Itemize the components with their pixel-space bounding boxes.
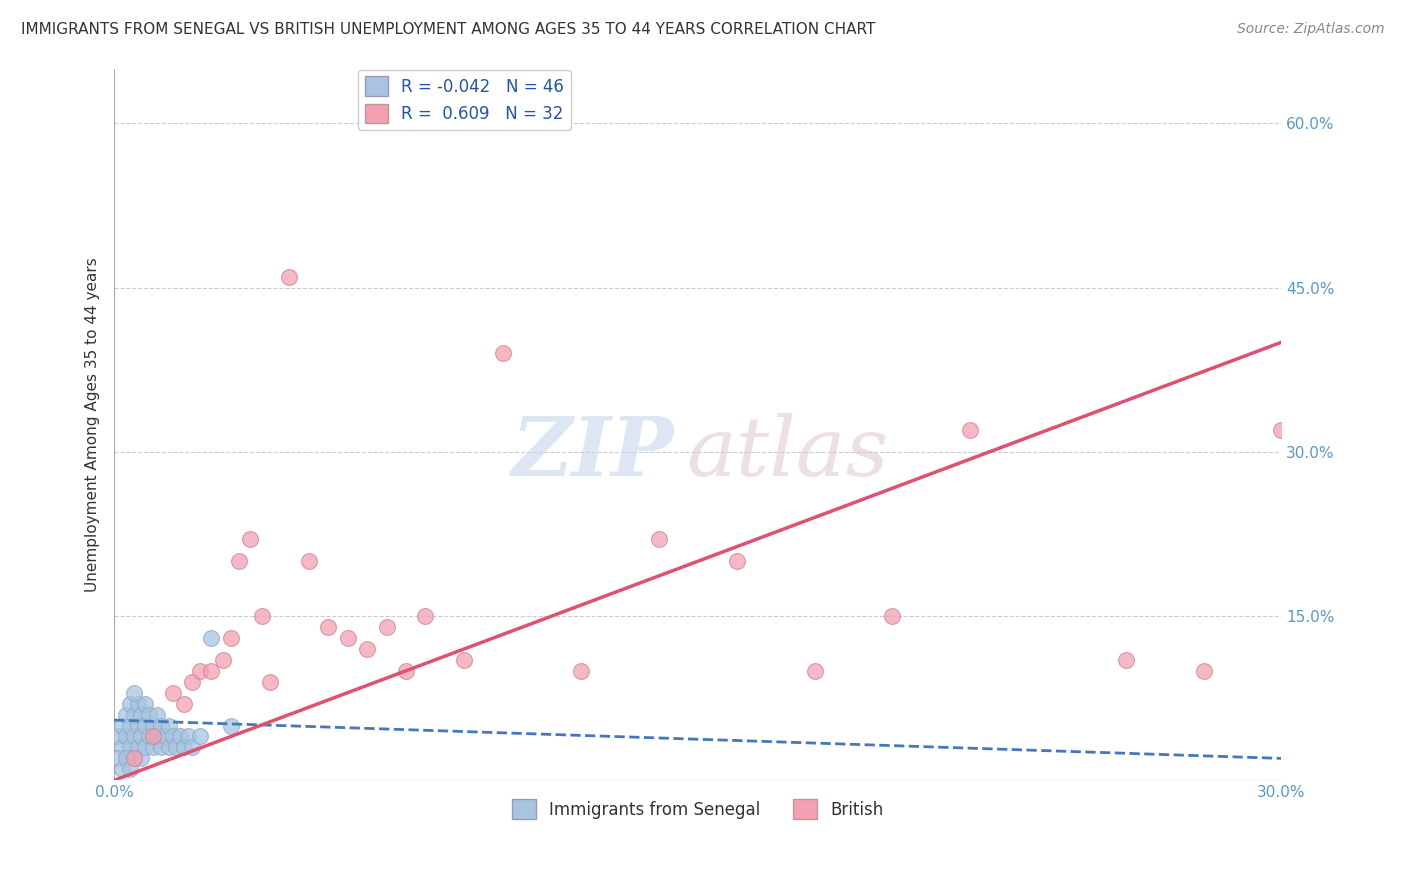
- Point: [127, 718, 149, 732]
- Point: [200, 664, 222, 678]
- Point: [146, 730, 169, 744]
- Point: [200, 631, 222, 645]
- Point: [316, 620, 339, 634]
- Point: [127, 740, 149, 755]
- Point: [111, 718, 134, 732]
- Point: [134, 697, 156, 711]
- Point: [142, 740, 165, 755]
- Point: [157, 740, 180, 755]
- Point: [356, 641, 378, 656]
- Point: [336, 631, 359, 645]
- Point: [181, 740, 204, 755]
- Point: [415, 609, 437, 624]
- Point: [298, 554, 321, 568]
- Point: [122, 686, 145, 700]
- Point: [111, 740, 134, 755]
- Text: IMMIGRANTS FROM SENEGAL VS BRITISH UNEMPLOYMENT AMONG AGES 35 TO 44 YEARS CORREL: IMMIGRANTS FROM SENEGAL VS BRITISH UNEMP…: [21, 22, 876, 37]
- Point: [492, 346, 515, 360]
- Point: [131, 707, 153, 722]
- Point: [882, 609, 904, 624]
- Point: [122, 707, 145, 722]
- Point: [212, 653, 235, 667]
- Point: [1270, 423, 1292, 437]
- Point: [122, 730, 145, 744]
- Point: [725, 554, 748, 568]
- Text: atlas: atlas: [686, 413, 889, 493]
- Point: [122, 751, 145, 765]
- Point: [111, 762, 134, 776]
- Point: [375, 620, 398, 634]
- Point: [188, 730, 211, 744]
- Y-axis label: Unemployment Among Ages 35 to 44 years: Unemployment Among Ages 35 to 44 years: [86, 257, 100, 591]
- Point: [118, 697, 141, 711]
- Point: [453, 653, 475, 667]
- Point: [173, 697, 195, 711]
- Legend: Immigrants from Senegal, British: Immigrants from Senegal, British: [506, 793, 890, 825]
- Point: [395, 664, 418, 678]
- Point: [165, 740, 187, 755]
- Point: [1115, 653, 1137, 667]
- Point: [146, 707, 169, 722]
- Point: [259, 674, 281, 689]
- Point: [142, 730, 165, 744]
- Point: [142, 718, 165, 732]
- Point: [250, 609, 273, 624]
- Point: [138, 730, 160, 744]
- Point: [1192, 664, 1215, 678]
- Point: [118, 718, 141, 732]
- Point: [131, 730, 153, 744]
- Point: [122, 751, 145, 765]
- Point: [115, 730, 138, 744]
- Point: [219, 718, 242, 732]
- Point: [149, 740, 172, 755]
- Point: [239, 533, 262, 547]
- Point: [118, 762, 141, 776]
- Point: [959, 423, 981, 437]
- Point: [278, 269, 301, 284]
- Point: [162, 730, 184, 744]
- Point: [149, 718, 172, 732]
- Point: [181, 674, 204, 689]
- Point: [569, 664, 592, 678]
- Point: [157, 718, 180, 732]
- Point: [803, 664, 825, 678]
- Text: ZIP: ZIP: [512, 413, 675, 493]
- Point: [169, 730, 191, 744]
- Point: [188, 664, 211, 678]
- Point: [134, 718, 156, 732]
- Text: Source: ZipAtlas.com: Source: ZipAtlas.com: [1237, 22, 1385, 37]
- Point: [107, 751, 129, 765]
- Point: [134, 740, 156, 755]
- Point: [131, 751, 153, 765]
- Point: [228, 554, 250, 568]
- Point: [648, 533, 671, 547]
- Point: [173, 740, 195, 755]
- Point: [127, 697, 149, 711]
- Point: [115, 751, 138, 765]
- Point: [107, 730, 129, 744]
- Point: [177, 730, 200, 744]
- Point: [219, 631, 242, 645]
- Point: [115, 707, 138, 722]
- Point: [118, 740, 141, 755]
- Point: [162, 686, 184, 700]
- Point: [115, 751, 138, 765]
- Point: [138, 707, 160, 722]
- Point: [153, 730, 176, 744]
